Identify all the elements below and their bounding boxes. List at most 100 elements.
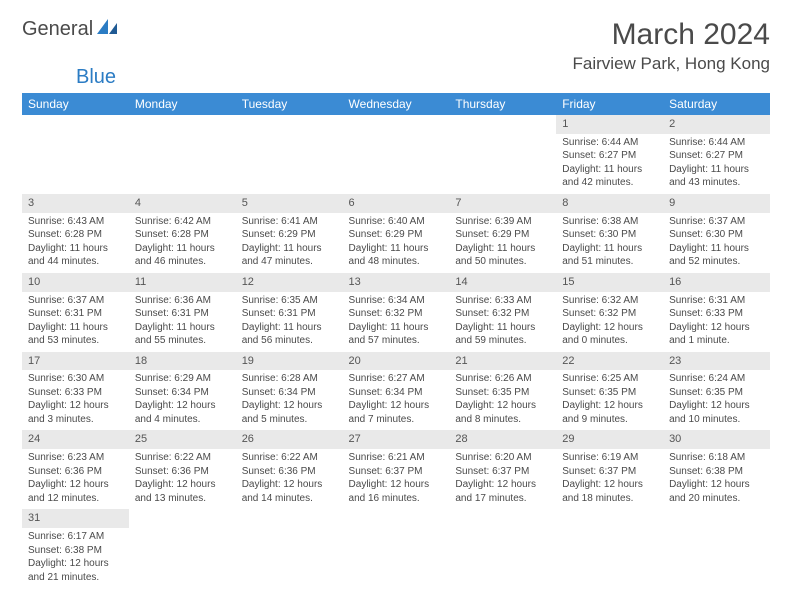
logo: General [22,18,119,41]
calendar-day-cell: 14Sunrise: 6:33 AMSunset: 6:32 PMDayligh… [449,273,556,352]
day-number: 11 [129,273,236,292]
day-number: 26 [236,430,343,449]
weekday-header: Saturday [663,93,770,115]
sunset-text: Sunset: 6:35 PM [455,386,550,400]
sunset-text: Sunset: 6:34 PM [135,386,230,400]
calendar-day-cell: 5Sunrise: 6:41 AMSunset: 6:29 PMDaylight… [236,194,343,273]
calendar-day-cell [449,509,556,588]
sunrise-text: Sunrise: 6:23 AM [28,451,123,465]
day-body: Sunrise: 6:44 AMSunset: 6:27 PMDaylight:… [556,134,663,194]
day-body: Sunrise: 6:44 AMSunset: 6:27 PMDaylight:… [663,134,770,194]
sunset-text: Sunset: 6:37 PM [349,465,444,479]
day-number: 16 [663,273,770,292]
daylight-text: Daylight: 11 hours and 46 minutes. [135,242,230,269]
day-body: Sunrise: 6:34 AMSunset: 6:32 PMDaylight:… [343,292,450,352]
day-number: 29 [556,430,663,449]
sunrise-text: Sunrise: 6:25 AM [562,372,657,386]
daylight-text: Daylight: 12 hours and 0 minutes. [562,321,657,348]
day-number: 8 [556,194,663,213]
sunset-text: Sunset: 6:38 PM [669,465,764,479]
sunset-text: Sunset: 6:35 PM [562,386,657,400]
day-body: Sunrise: 6:36 AMSunset: 6:31 PMDaylight:… [129,292,236,352]
day-number: 12 [236,273,343,292]
daylight-text: Daylight: 12 hours and 3 minutes. [28,399,123,426]
sunset-text: Sunset: 6:33 PM [669,307,764,321]
sunrise-text: Sunrise: 6:32 AM [562,294,657,308]
day-body: Sunrise: 6:22 AMSunset: 6:36 PMDaylight:… [129,449,236,509]
calendar-day-cell: 11Sunrise: 6:36 AMSunset: 6:31 PMDayligh… [129,273,236,352]
sunset-text: Sunset: 6:27 PM [669,149,764,163]
sunset-text: Sunset: 6:27 PM [562,149,657,163]
sunrise-text: Sunrise: 6:40 AM [349,215,444,229]
weekday-header: Tuesday [236,93,343,115]
sunrise-text: Sunrise: 6:43 AM [28,215,123,229]
calendar-day-cell: 19Sunrise: 6:28 AMSunset: 6:34 PMDayligh… [236,352,343,431]
day-number: 4 [129,194,236,213]
daylight-text: Daylight: 11 hours and 57 minutes. [349,321,444,348]
day-body: Sunrise: 6:37 AMSunset: 6:30 PMDaylight:… [663,213,770,273]
sunrise-text: Sunrise: 6:18 AM [669,451,764,465]
calendar-day-cell: 8Sunrise: 6:38 AMSunset: 6:30 PMDaylight… [556,194,663,273]
calendar-day-cell: 21Sunrise: 6:26 AMSunset: 6:35 PMDayligh… [449,352,556,431]
calendar-day-cell: 17Sunrise: 6:30 AMSunset: 6:33 PMDayligh… [22,352,129,431]
daylight-text: Daylight: 11 hours and 52 minutes. [669,242,764,269]
sunset-text: Sunset: 6:32 PM [562,307,657,321]
sunrise-text: Sunrise: 6:44 AM [669,136,764,150]
day-body: Sunrise: 6:21 AMSunset: 6:37 PMDaylight:… [343,449,450,509]
day-body: Sunrise: 6:28 AMSunset: 6:34 PMDaylight:… [236,370,343,430]
day-number: 24 [22,430,129,449]
daylight-text: Daylight: 11 hours and 51 minutes. [562,242,657,269]
sunrise-text: Sunrise: 6:42 AM [135,215,230,229]
weekday-header-row: Sunday Monday Tuesday Wednesday Thursday… [22,93,770,115]
sunset-text: Sunset: 6:37 PM [562,465,657,479]
daylight-text: Daylight: 12 hours and 20 minutes. [669,478,764,505]
calendar-day-cell: 12Sunrise: 6:35 AMSunset: 6:31 PMDayligh… [236,273,343,352]
day-number: 30 [663,430,770,449]
calendar-day-cell [129,115,236,194]
calendar-day-cell: 6Sunrise: 6:40 AMSunset: 6:29 PMDaylight… [343,194,450,273]
calendar-day-cell: 29Sunrise: 6:19 AMSunset: 6:37 PMDayligh… [556,430,663,509]
day-number: 1 [556,115,663,134]
calendar-day-cell: 24Sunrise: 6:23 AMSunset: 6:36 PMDayligh… [22,430,129,509]
calendar-day-cell: 27Sunrise: 6:21 AMSunset: 6:37 PMDayligh… [343,430,450,509]
sunset-text: Sunset: 6:30 PM [669,228,764,242]
calendar-table: Sunday Monday Tuesday Wednesday Thursday… [22,93,770,588]
weekday-header: Thursday [449,93,556,115]
calendar-day-cell: 22Sunrise: 6:25 AMSunset: 6:35 PMDayligh… [556,352,663,431]
calendar-day-cell: 31Sunrise: 6:17 AMSunset: 6:38 PMDayligh… [22,509,129,588]
day-number: 14 [449,273,556,292]
calendar-day-cell: 30 Sunrise: 6:18 AMSunset: 6:38 PMDayligh… [663,430,770,509]
daylight-text: Daylight: 12 hours and 14 minutes. [242,478,337,505]
sunset-text: Sunset: 6:32 PM [349,307,444,321]
sunrise-text: Sunrise: 6:41 AM [242,215,337,229]
sunset-text: Sunset: 6:29 PM [349,228,444,242]
logo-sail-icon [97,18,119,41]
sunset-text: Sunset: 6:34 PM [242,386,337,400]
day-body: Sunrise: 6:30 AMSunset: 6:33 PMDaylight:… [22,370,129,430]
day-number: 6 [343,194,450,213]
sunrise-text: Sunrise: 6:22 AM [135,451,230,465]
day-number: 17 [22,352,129,371]
daylight-text: Daylight: 12 hours and 18 minutes. [562,478,657,505]
daylight-text: Daylight: 11 hours and 59 minutes. [455,321,550,348]
sunrise-text: Sunrise: 6:17 AM [28,530,123,544]
day-body: Sunrise: 6:22 AMSunset: 6:36 PMDaylight:… [236,449,343,509]
sunset-text: Sunset: 6:28 PM [135,228,230,242]
daylight-text: Daylight: 12 hours and 5 minutes. [242,399,337,426]
calendar-day-cell: 4 Sunrise: 6:42 AMSunset: 6:28 PMDaylight… [129,194,236,273]
calendar-week-row: 10Sunrise: 6:37 AMSunset: 6:31 PMDayligh… [22,273,770,352]
day-number: 28 [449,430,556,449]
daylight-text: Daylight: 12 hours and 7 minutes. [349,399,444,426]
day-body: Sunrise: 6:17 AMSunset: 6:38 PMDaylight:… [22,528,129,588]
sunrise-text: Sunrise: 6:24 AM [669,372,764,386]
calendar-day-cell: 18Sunrise: 6:29 AMSunset: 6:34 PMDayligh… [129,352,236,431]
day-body: Sunrise: 6:35 AMSunset: 6:31 PMDaylight:… [236,292,343,352]
sunrise-text: Sunrise: 6:20 AM [455,451,550,465]
logo-text-general: General [22,18,93,41]
day-number: 20 [343,352,450,371]
day-number: 18 [129,352,236,371]
day-body: Sunrise: 6:37 AMSunset: 6:31 PMDaylight:… [22,292,129,352]
sunrise-text: Sunrise: 6:27 AM [349,372,444,386]
calendar-day-cell: 23Sunrise: 6:24 AMSunset: 6:35 PMDayligh… [663,352,770,431]
calendar-day-cell: 16Sunrise: 6:31 AMSunset: 6:33 PMDayligh… [663,273,770,352]
